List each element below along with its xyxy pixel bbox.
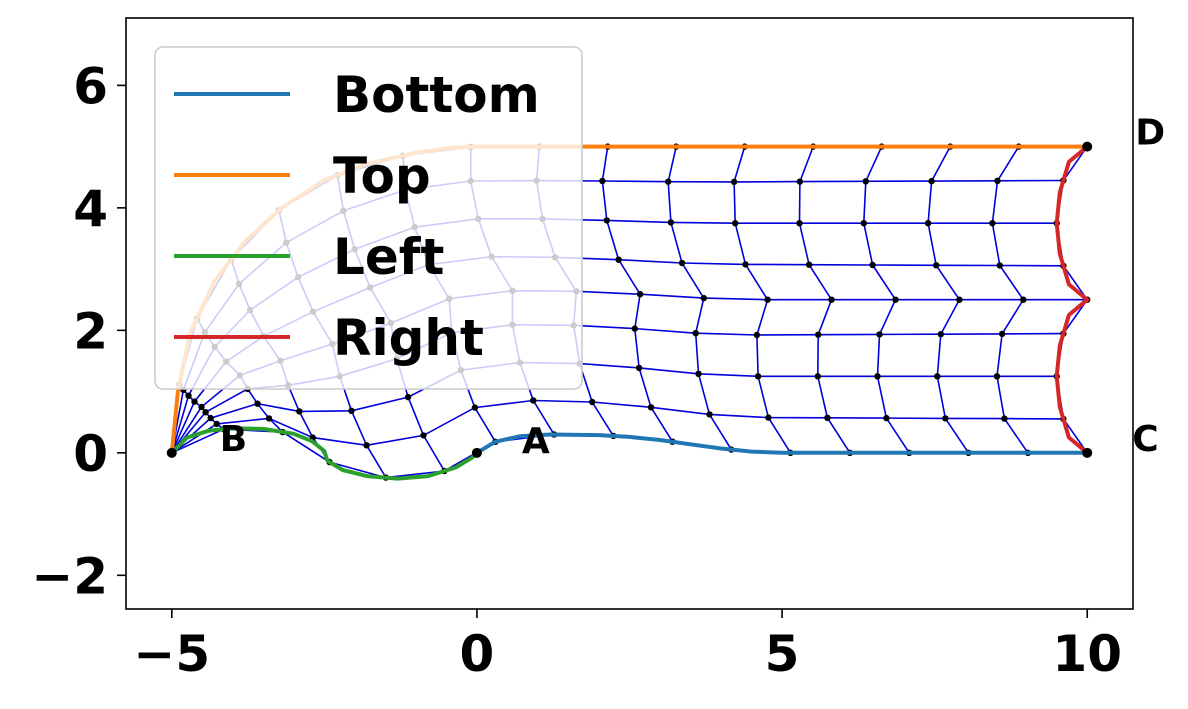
mesh-node (1020, 296, 1027, 303)
mesh-node (814, 373, 821, 380)
mesh-node (732, 220, 739, 227)
legend-box (154, 46, 583, 390)
mesh-node (599, 177, 606, 185)
mesh-node (996, 262, 1003, 269)
mesh-node (198, 403, 205, 411)
mesh-node (404, 393, 412, 401)
corner-points: A B C D (166, 113, 1165, 462)
mesh-node (363, 442, 370, 449)
mesh-node (862, 178, 869, 185)
x-tick-label: 5 (765, 625, 800, 683)
mesh-node (647, 404, 655, 411)
y-tick-label: 4 (73, 180, 108, 238)
mesh-node (753, 331, 761, 339)
x-tick-label: −5 (133, 625, 210, 683)
mesh-node (824, 414, 831, 421)
legend-label-bottom: Bottom (333, 66, 540, 124)
legend: Bottom Top Left Right (154, 46, 583, 390)
mesh-node (796, 220, 803, 227)
corner-label-d: D (1135, 113, 1165, 154)
mesh-node (883, 414, 890, 422)
mesh-row-line (171, 399, 1064, 454)
corner-point-c (1082, 447, 1093, 458)
mesh-node (994, 177, 1001, 184)
mesh-node (928, 177, 935, 185)
y-tick-label: −2 (31, 547, 108, 605)
mesh-node (869, 261, 876, 269)
mesh-node (765, 414, 772, 421)
mesh-node (254, 400, 261, 407)
mesh-node (589, 398, 596, 406)
mesh-node (805, 261, 813, 268)
mesh-node (667, 219, 675, 226)
mesh-node (876, 331, 883, 338)
mesh-node (742, 261, 749, 268)
series-right-line (1054, 144, 1090, 455)
mesh-node (213, 420, 220, 428)
mesh-node (665, 178, 672, 185)
series-bottom-line (474, 432, 1090, 455)
legend-label-top: Top (333, 147, 431, 205)
x-tick-label: 0 (460, 625, 495, 683)
mesh-node (635, 364, 643, 372)
corner-point-a (471, 447, 482, 458)
mesh-node (998, 330, 1006, 338)
mesh-node (796, 178, 804, 185)
mesh-node (631, 325, 638, 332)
mesh-node (706, 411, 713, 418)
mesh-node (815, 331, 822, 338)
legend-label-left: Left (333, 228, 444, 286)
y-tick-label: 6 (73, 57, 108, 115)
mesh-node (764, 296, 771, 303)
mesh-node (348, 407, 355, 414)
corner-label-c: C (1132, 419, 1158, 460)
mesh-node (695, 370, 702, 377)
mesh-node (730, 178, 738, 186)
mesh-node (678, 259, 686, 267)
series-left-line (169, 426, 479, 481)
mesh-node (993, 373, 1001, 380)
mesh-node (860, 220, 867, 227)
corner-label-a: A (522, 421, 550, 462)
y-tick-label: 0 (73, 425, 108, 483)
mesh-node (296, 408, 303, 415)
mesh-node (420, 432, 427, 439)
mesh-node (185, 392, 192, 399)
mesh-node (924, 220, 932, 227)
mesh-node (700, 294, 707, 302)
mesh-node (207, 414, 214, 422)
plot-frame (125, 17, 1134, 610)
mesh-node (692, 330, 699, 337)
x-tick-label: 10 (1052, 625, 1122, 683)
mesh-node (191, 398, 198, 405)
mesh-node (636, 291, 644, 298)
mesh-node (934, 373, 941, 380)
mesh-node (615, 256, 622, 263)
y-tick-label: 2 (73, 302, 108, 360)
axes: −5 0 5 10 −2 0 2 4 6 (31, 17, 1134, 683)
mesh-node (956, 296, 963, 303)
mesh-node (471, 404, 479, 411)
corner-point-d (1082, 141, 1093, 152)
mesh-node (530, 397, 537, 404)
mesh-node (989, 220, 996, 227)
mesh-node (1001, 415, 1008, 422)
mesh-node (942, 415, 949, 422)
legend-label-right: Right (333, 309, 484, 367)
corner-point-b (166, 447, 177, 458)
corner-label-b: B (220, 419, 247, 460)
mesh-node (603, 217, 610, 224)
mesh-node (265, 415, 273, 422)
mesh-node (874, 373, 881, 380)
mesh-node (937, 331, 944, 338)
mesh-node (828, 296, 835, 303)
mesh-node (892, 296, 899, 303)
mesh-node (202, 409, 209, 416)
mesh-node (933, 262, 940, 269)
mesh-node (754, 373, 762, 380)
